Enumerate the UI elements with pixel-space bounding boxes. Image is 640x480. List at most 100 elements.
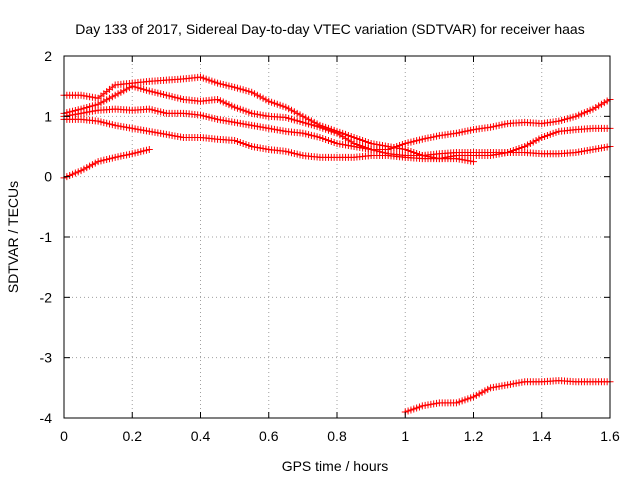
data-point [256, 93, 264, 101]
data-point [558, 116, 566, 124]
data-point [80, 165, 88, 173]
data-point [253, 91, 261, 99]
data-point [91, 159, 99, 167]
data-point [552, 128, 560, 136]
data-point [117, 152, 125, 160]
data-point [231, 118, 239, 126]
data-point [137, 148, 145, 156]
data-point [330, 138, 338, 146]
data-point [410, 405, 418, 413]
x-tick-label: 0.2 [123, 428, 143, 444]
data-point [586, 106, 594, 114]
data-point [461, 156, 469, 164]
data-point [401, 139, 409, 147]
data-point [302, 130, 310, 138]
data-point [174, 94, 182, 102]
series-4 [60, 115, 477, 166]
data-point [589, 146, 597, 154]
data-point [452, 399, 460, 407]
data-point [387, 145, 395, 153]
data-point [504, 381, 512, 389]
data-point [219, 81, 227, 89]
data-point [74, 106, 82, 114]
data-point [404, 407, 412, 415]
data-point [262, 112, 270, 120]
data-point [455, 129, 463, 137]
data-point [541, 132, 549, 140]
data-point [270, 99, 278, 107]
data-point [86, 93, 94, 101]
data-point [63, 109, 71, 117]
data-point [222, 99, 230, 107]
data-point [100, 97, 108, 105]
data-point [214, 115, 222, 123]
data-point [481, 387, 489, 395]
data-point [470, 158, 477, 166]
data-point [211, 78, 219, 86]
data-point [256, 144, 264, 152]
data-point [142, 127, 150, 135]
data-point [282, 147, 290, 155]
data-point [603, 97, 611, 105]
data-point [128, 82, 136, 90]
data-point [111, 153, 119, 161]
data-point [424, 134, 432, 142]
data-point [333, 139, 341, 147]
data-point [71, 107, 79, 115]
data-point [316, 133, 324, 141]
data-point [111, 121, 119, 129]
data-point [77, 105, 85, 113]
data-point [262, 124, 270, 132]
data-point [307, 131, 315, 139]
data-point [415, 136, 423, 144]
data-point [97, 157, 105, 165]
data-point [80, 104, 88, 112]
x-tick-label: 1.6 [600, 428, 620, 444]
data-point [134, 84, 142, 92]
data-point [433, 399, 441, 407]
data-point [313, 122, 321, 130]
data-point [359, 143, 367, 150]
data-point [151, 107, 159, 115]
data-point [342, 141, 350, 149]
data-point [535, 135, 543, 143]
data-point [94, 117, 102, 125]
data-point [472, 391, 480, 399]
data-point [418, 135, 426, 143]
data-point [324, 136, 332, 144]
data-point [350, 133, 358, 141]
data-point [83, 164, 91, 172]
data-point [404, 147, 412, 155]
data-point [549, 129, 557, 137]
data-point [231, 103, 239, 111]
data-point [578, 110, 586, 118]
data-point [236, 85, 244, 93]
data-point [487, 384, 495, 392]
data-point [489, 123, 497, 131]
data-point [236, 105, 244, 113]
data-point [492, 151, 500, 159]
data-point [242, 120, 250, 128]
data-point [100, 156, 108, 164]
data-point [77, 91, 85, 99]
data-point [498, 121, 506, 129]
data-point [495, 121, 503, 129]
data-point [103, 155, 111, 163]
data-point [94, 158, 102, 166]
data-point [140, 126, 148, 134]
data-point [83, 92, 91, 100]
data-point [239, 106, 247, 114]
data-point [239, 86, 247, 94]
data-point [248, 88, 256, 96]
data-point [103, 96, 111, 104]
y-tick-label: -2 [40, 289, 53, 305]
data-point [398, 140, 406, 148]
data-point [353, 140, 361, 148]
x-tick-label: 0.4 [191, 428, 211, 444]
data-point [80, 92, 88, 100]
data-point [123, 123, 131, 131]
y-tick-label: -1 [40, 229, 53, 245]
data-point [393, 143, 401, 150]
data-point [515, 379, 523, 387]
data-point [484, 385, 492, 393]
